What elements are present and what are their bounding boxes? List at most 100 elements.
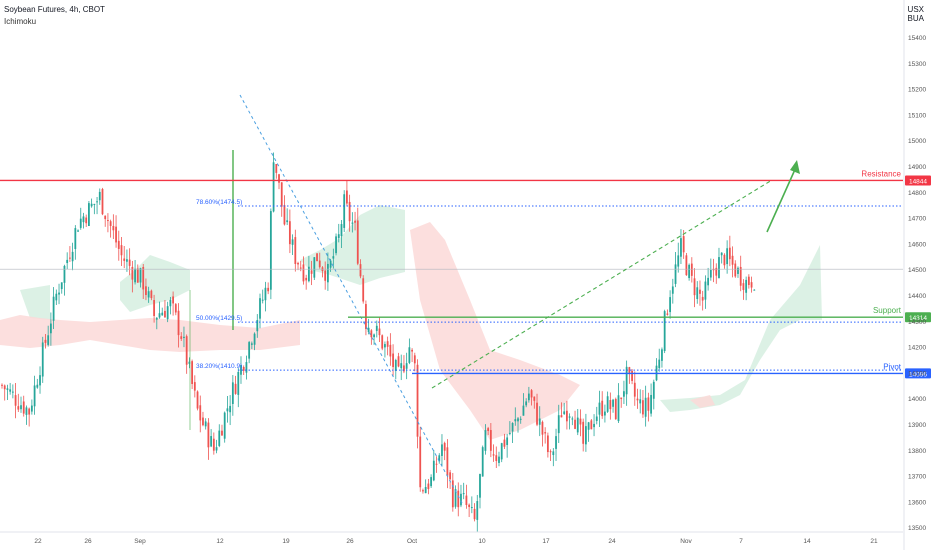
candle-body bbox=[609, 400, 612, 410]
candle-body bbox=[278, 174, 280, 183]
y-tick-label: 15300 bbox=[908, 61, 926, 68]
candle-body bbox=[742, 283, 745, 290]
candle-body bbox=[226, 408, 229, 412]
forecast-arrow bbox=[766, 164, 798, 233]
candle-body bbox=[101, 188, 104, 215]
candle-body bbox=[204, 421, 207, 427]
candle-body bbox=[546, 435, 549, 453]
candle-body bbox=[310, 270, 313, 274]
y-tick-label: 14900 bbox=[908, 164, 926, 171]
currency-label-2: BUA bbox=[907, 14, 924, 23]
candle-body bbox=[307, 266, 310, 282]
candle-body bbox=[324, 270, 327, 281]
price-tag-support bbox=[905, 312, 931, 323]
cloud-bear bbox=[410, 222, 580, 440]
candle-body bbox=[394, 359, 397, 371]
candle-body bbox=[373, 334, 375, 338]
candle-body bbox=[720, 252, 723, 256]
candle-body bbox=[590, 420, 593, 430]
ichimoku-cloud bbox=[0, 205, 822, 440]
candle-body bbox=[329, 260, 332, 268]
candle-body bbox=[283, 205, 286, 225]
price-tag-text: 14096 bbox=[909, 371, 927, 378]
price-tag-text: 14844 bbox=[909, 178, 927, 185]
candle-body bbox=[614, 398, 617, 420]
candle-body bbox=[699, 289, 701, 294]
candle-body bbox=[663, 311, 666, 352]
candle-body bbox=[332, 256, 335, 259]
candle-body bbox=[58, 292, 60, 295]
candle-body bbox=[44, 339, 47, 343]
candle-body bbox=[652, 381, 655, 399]
candle-body bbox=[424, 486, 427, 494]
candle-body bbox=[747, 276, 750, 285]
level-resistance-label: Resistance bbox=[861, 169, 901, 178]
candle-body bbox=[465, 495, 468, 506]
candle-body bbox=[707, 277, 710, 286]
candle-body bbox=[563, 411, 566, 415]
candle-body bbox=[484, 430, 487, 451]
candle-body bbox=[734, 263, 737, 277]
candle-body bbox=[633, 382, 636, 397]
candle-body bbox=[340, 224, 343, 237]
candle-body bbox=[294, 237, 297, 264]
candle-body bbox=[533, 396, 536, 401]
candle-body bbox=[335, 236, 337, 254]
candle-body bbox=[82, 216, 85, 223]
candle-body bbox=[601, 400, 604, 417]
candle-body bbox=[351, 222, 354, 224]
candle-body bbox=[272, 162, 275, 212]
candle-body bbox=[560, 415, 563, 418]
x-tick-label: Nov bbox=[680, 538, 692, 545]
candle-body bbox=[14, 395, 17, 406]
candle-body bbox=[147, 291, 150, 298]
candle-body bbox=[291, 239, 294, 245]
cloud-bear bbox=[0, 315, 300, 352]
y-tick-label: 14200 bbox=[908, 345, 926, 352]
x-tick-label: 24 bbox=[608, 538, 616, 545]
candle-body bbox=[661, 349, 663, 361]
candle-body bbox=[593, 423, 595, 428]
candle-body bbox=[343, 194, 346, 228]
candle-body bbox=[666, 313, 669, 315]
candle-body bbox=[386, 341, 389, 347]
candle-body bbox=[155, 317, 158, 320]
candle-body bbox=[392, 353, 394, 368]
candle-body bbox=[229, 405, 232, 413]
level-support-label: Support bbox=[873, 306, 902, 315]
candle-body bbox=[709, 269, 712, 278]
candle-body bbox=[435, 463, 438, 465]
candle-body bbox=[585, 426, 587, 445]
candle-body bbox=[489, 430, 492, 451]
y-tick-label: 13500 bbox=[908, 525, 926, 532]
y-tick-label: 13900 bbox=[908, 422, 926, 429]
candle-body bbox=[677, 255, 680, 267]
candle-body bbox=[20, 405, 22, 410]
candle-body bbox=[234, 383, 237, 394]
candle-body bbox=[191, 361, 194, 384]
candle-body bbox=[166, 306, 169, 320]
currency-label: USX bbox=[907, 5, 924, 14]
candle-body bbox=[647, 397, 650, 411]
x-tick-label: 12 bbox=[216, 538, 224, 545]
candle-body bbox=[416, 364, 419, 437]
candle-body bbox=[49, 323, 52, 334]
candle-body bbox=[468, 504, 471, 507]
candle-body bbox=[142, 266, 145, 290]
candle-body bbox=[96, 201, 98, 203]
candle-body bbox=[90, 203, 93, 207]
x-tick-label: 17 bbox=[542, 538, 550, 545]
candle-body bbox=[745, 279, 748, 293]
candle-body bbox=[481, 447, 484, 477]
candle-body bbox=[370, 330, 373, 338]
x-tick-label: 14 bbox=[803, 538, 811, 545]
candle-body bbox=[438, 455, 441, 462]
cloud-bear bbox=[690, 395, 715, 408]
candle-body bbox=[674, 264, 677, 284]
candle-body bbox=[688, 264, 691, 279]
candle-body bbox=[237, 371, 240, 395]
arrow-head-icon bbox=[790, 160, 800, 174]
y-tick-label: 15200 bbox=[908, 87, 926, 94]
candle-body bbox=[316, 253, 318, 262]
